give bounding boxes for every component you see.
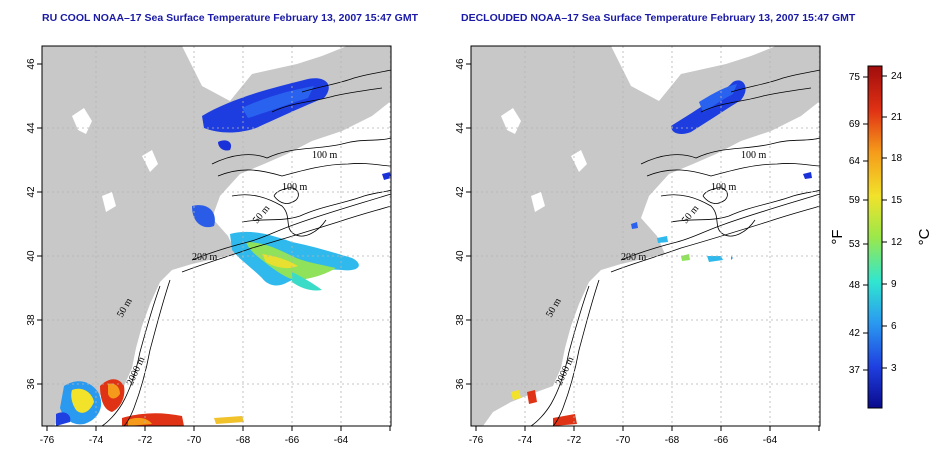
left-lat-tick-label: 44 [26,122,37,134]
right-lat-tick-label: 40 [455,250,466,262]
left-lat-tick-label: 40 [26,250,37,262]
right-lat-tick-label: 46 [455,58,466,70]
right-lon-tick-label: -76 [469,435,484,446]
left-ticks [37,63,391,431]
right-lon-tick-label: -66 [714,435,729,446]
colorbar: 75 69 64 59 53 48 42 37 24 21 18 15 12 9… [829,65,933,409]
colorbar-fahrenheit-label: 42 [849,328,861,339]
left-gridlines [42,46,391,426]
right-lat-tick-label: 44 [455,122,466,134]
left-lat-tick-label: 38 [26,314,37,326]
colorbar-fahrenheit-label: 59 [849,195,861,206]
right-contour-label-100m-b: 100 m [711,182,737,193]
colorbar-fahrenheit-label: 75 [849,72,861,83]
colorbar-celsius-label: 9 [891,279,897,290]
colorbar-gradient [867,65,883,409]
left-lat-tick-label: 36 [26,378,37,390]
right-lon-tick-label: -72 [567,435,582,446]
colorbar-fahrenheit-ticks [863,76,868,371]
colorbar-fahrenheit-label: 48 [849,280,861,291]
left-lon-tick-labels: -76 -74 -72 -70 -68 -66 -64 [40,435,349,446]
right-map-frame [470,45,821,427]
left-lon-tick-label: -64 [334,435,349,446]
right-lat-tick-label: 38 [455,314,466,326]
right-lat-tick-label: 36 [455,378,466,390]
colorbar-celsius-label: 12 [891,237,903,248]
colorbar-celsius-ticks [882,75,887,369]
colorbar-fahrenheit-label: 37 [849,365,861,376]
right-lon-tick-labels: -76 -74 -72 -70 -68 -66 -64 [469,435,778,446]
colorbar-fahrenheit-label: 64 [849,156,861,167]
colorbar-celsius-label: 21 [891,112,903,123]
left-contour-label-100m-a: 100 m [312,150,338,161]
right-gridlines [471,46,820,426]
colorbar-fahrenheit-labels: 75 69 64 59 53 48 42 37 [849,72,861,376]
left-lon-tick-label: -70 [187,435,202,446]
right-contour-label-200m: 200 m [621,252,647,263]
colorbar-celsius-label: 3 [891,363,897,374]
colorbar-fahrenheit-unit: °F [829,229,846,244]
left-lat-tick-label: 42 [26,186,37,198]
right-map-title: DECLOUDED NOAA–17 Sea Surface Temperatur… [461,12,856,24]
colorbar-celsius-unit: °C [916,228,933,245]
colorbar-celsius-label: 6 [891,321,897,332]
right-lat-tick-label: 42 [455,186,466,198]
right-ticks [466,63,820,431]
left-lat-tick-labels: 46 44 42 40 38 36 [26,58,37,390]
right-lat-tick-labels: 46 44 42 40 38 36 [455,58,466,390]
colorbar-fahrenheit-label: 69 [849,119,861,130]
right-lon-tick-label: -68 [665,435,680,446]
right-lon-tick-label: -70 [616,435,631,446]
left-lat-tick-label: 46 [26,58,37,70]
right-map: 100 m 100 m 50 m 200 m 50 m 2000 m [455,45,821,446]
colorbar-celsius-labels: 24 21 18 15 12 9 6 3 [891,71,903,374]
colorbar-fahrenheit-label: 53 [849,239,861,250]
left-contour-label-200m: 200 m [192,252,218,263]
left-lon-tick-label: -66 [285,435,300,446]
left-contour-label-100m-b: 100 m [282,182,308,193]
left-lon-tick-label: -68 [236,435,251,446]
left-map: 100 m 100 m 50 m 200 m 50 m 2000 m [26,45,392,446]
right-lon-tick-label: -74 [518,435,533,446]
colorbar-celsius-label: 18 [891,153,903,164]
left-map-title: RU COOL NOAA–17 Sea Surface Temperature … [42,12,419,24]
left-lon-tick-label: -72 [138,435,153,446]
right-contour-label-100m-a: 100 m [741,150,767,161]
colorbar-celsius-label: 15 [891,195,903,206]
left-lon-tick-label: -76 [40,435,55,446]
colorbar-celsius-label: 24 [891,71,903,82]
left-lon-tick-label: -74 [89,435,104,446]
right-lon-tick-label: -64 [763,435,778,446]
left-map-frame [41,45,392,427]
